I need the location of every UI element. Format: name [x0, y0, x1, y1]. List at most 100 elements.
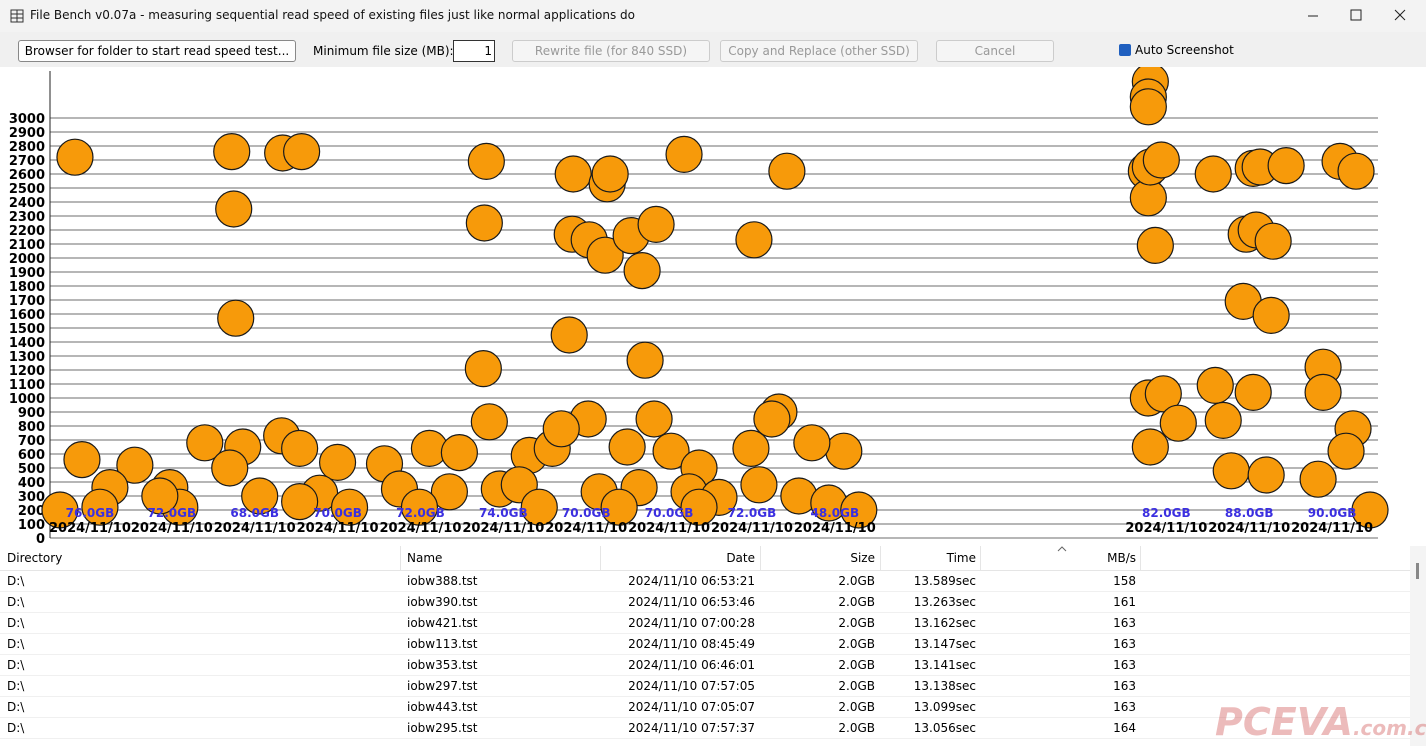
group-size-label: 82.0GB	[1142, 506, 1191, 520]
row-separator	[0, 612, 1410, 613]
group-size-label: 72.0GB	[396, 506, 445, 520]
group-size-label: 74.0GB	[479, 506, 528, 520]
data-point	[551, 317, 587, 353]
y-tick-label: 1100	[9, 378, 45, 393]
data-point	[212, 450, 248, 486]
row-separator	[0, 591, 1410, 592]
data-point	[216, 191, 252, 227]
copy-replace-button[interactable]: Copy and Replace (other SSD)	[720, 40, 918, 62]
data-point	[1143, 142, 1179, 178]
data-point	[624, 253, 660, 289]
data-point	[1268, 148, 1304, 184]
data-point	[754, 401, 790, 437]
y-tick-label: 300	[18, 490, 45, 505]
data-point	[638, 206, 674, 242]
data-point	[543, 411, 579, 447]
column-separator	[760, 546, 761, 570]
table-cell: iobw113.tst	[407, 637, 478, 651]
table-cell: 2.0GB	[838, 637, 875, 651]
table-header	[0, 546, 1410, 571]
table-cell: 163	[1113, 679, 1136, 693]
group-size-label: 70.0GB	[645, 506, 694, 520]
data-point	[1255, 223, 1291, 259]
table-cell: 13.263sec	[914, 595, 976, 609]
data-point	[592, 156, 628, 192]
y-tick-label: 800	[18, 420, 45, 435]
y-tick-label: 1400	[9, 336, 45, 351]
y-tick-label: 2300	[9, 210, 45, 225]
table-cell: D:\	[7, 721, 24, 735]
data-point	[1248, 457, 1284, 493]
table-cell: 2024/11/10 06:53:21	[628, 574, 755, 588]
file-table: Directory Name Date Size Time MB/s D:\ iobw388.…	[0, 546, 1410, 746]
y-tick-label: 1700	[9, 294, 45, 309]
data-point	[465, 351, 501, 387]
table-cell: iobw297.tst	[407, 679, 478, 693]
y-tick-label: 2400	[9, 196, 45, 211]
window-controls[interactable]	[1290, 0, 1426, 32]
data-point	[282, 484, 318, 520]
group-size-label: 90.0GB	[1308, 506, 1357, 520]
y-tick-label: 1900	[9, 266, 45, 281]
column-separator	[400, 546, 401, 570]
y-tick-label: 1000	[9, 392, 45, 407]
column-separator	[880, 546, 881, 570]
data-point	[609, 429, 645, 465]
table-cell: D:\	[7, 616, 24, 630]
data-point	[214, 134, 250, 170]
table-cell: 2.0GB	[838, 574, 875, 588]
y-tick-label: 2600	[9, 168, 45, 183]
column-header[interactable]: Name	[407, 551, 442, 565]
row-separator	[0, 675, 1410, 676]
y-tick-label: 2100	[9, 238, 45, 253]
data-point	[1130, 89, 1166, 125]
y-tick-label: 0	[36, 532, 45, 544]
group-size-label: 70.0GB	[313, 506, 362, 520]
data-point	[1132, 429, 1168, 465]
data-point	[1300, 461, 1336, 497]
table-cell: 2.0GB	[838, 721, 875, 735]
table-cell: D:\	[7, 700, 24, 714]
table-cell: 2.0GB	[838, 658, 875, 672]
min-size-input[interactable]: 1	[453, 40, 495, 62]
data-point	[466, 205, 502, 241]
group-date-label: 2024/11/10	[49, 521, 131, 536]
column-header[interactable]: Directory	[7, 551, 62, 565]
group-date-label: 2024/11/10	[214, 521, 296, 536]
group-size-label: 76.0GB	[66, 506, 115, 520]
table-cell: 2024/11/10 06:53:46	[628, 595, 755, 609]
data-point	[284, 134, 320, 170]
data-point	[1205, 402, 1241, 438]
table-cell: iobw388.tst	[407, 574, 478, 588]
group-size-label: 48.0GB	[811, 506, 860, 520]
auto-screenshot-label[interactable]: Auto Screenshot	[1135, 43, 1234, 57]
window-title: File Bench v0.07a - measuring sequential…	[30, 8, 635, 22]
column-header[interactable]: Size	[850, 551, 875, 565]
column-header[interactable]: MB/s	[1107, 551, 1136, 565]
column-header[interactable]: Date	[726, 551, 755, 565]
browse-button[interactable]: Browser for folder to start read speed t…	[18, 40, 296, 62]
watermark-brand: PCEVA	[1215, 700, 1353, 744]
y-tick-label: 100	[18, 518, 45, 533]
rewrite-button[interactable]: Rewrite file (for 840 SSD)	[512, 40, 710, 62]
data-point	[471, 404, 507, 440]
data-point	[1213, 453, 1249, 489]
column-separator	[600, 546, 601, 570]
table-cell: 2024/11/10 07:05:07	[628, 700, 755, 714]
y-tick-label: 2500	[9, 182, 45, 197]
row-separator	[0, 717, 1410, 718]
row-separator	[0, 654, 1410, 655]
group-size-label: 70.0GB	[562, 506, 611, 520]
data-point	[320, 444, 356, 480]
row-separator	[0, 738, 1410, 739]
row-separator	[0, 633, 1410, 634]
table-cell: 13.099sec	[914, 700, 976, 714]
y-tick-label: 200	[18, 504, 45, 519]
column-header[interactable]: Time	[947, 551, 976, 565]
data-point	[636, 401, 672, 437]
group-size-label: 72.0GB	[728, 506, 777, 520]
column-separator	[980, 546, 981, 570]
cancel-button[interactable]: Cancel	[936, 40, 1054, 62]
table-cell: 163	[1113, 616, 1136, 630]
checkbox[interactable]	[1119, 44, 1131, 56]
